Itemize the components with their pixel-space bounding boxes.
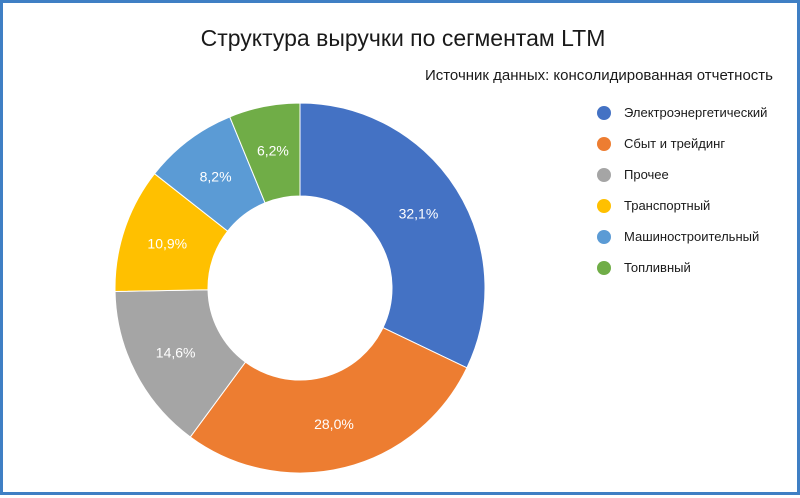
donut-chart: 32,1% 28,0% 14,6% 10,9% 8,2% 6,2% (114, 102, 486, 474)
donut-slice-6 (229, 102, 301, 204)
chart-subtitle: Источник данных: консолидированная отчет… (424, 67, 773, 84)
slice-value-label: 28,0% (314, 416, 354, 432)
legend-swatch (597, 260, 611, 275)
donut-slice-2 (189, 327, 468, 474)
slice-value-label: 32,1% (399, 205, 439, 221)
legend-item: Транспортный (597, 190, 767, 221)
chart-legend: Электроэнергетический Сбыт и трейдинг Проч… (597, 97, 767, 283)
legend-label: Машиностроительный (624, 229, 760, 244)
legend-label: Электроэнергетический (624, 105, 768, 120)
legend-item: Топливный (597, 252, 767, 283)
legend-swatch (597, 136, 611, 151)
donut-slices (114, 102, 486, 474)
chart-title: Структура выручки по сегментам LTM (200, 25, 606, 51)
legend-swatch (597, 167, 611, 182)
slice-value-label: 6,2% (257, 143, 289, 159)
slice-value-label: 10,9% (147, 235, 187, 251)
donut-slice-labels: 32,1% 28,0% 14,6% 10,9% 8,2% 6,2% (147, 143, 438, 432)
legend-item: Прочее (597, 159, 767, 190)
slice-value-label: 8,2% (200, 168, 232, 184)
legend-label: Сбыт и трейдинг (624, 136, 726, 151)
legend-label: Транспортный (624, 198, 711, 213)
legend-swatch (597, 198, 611, 213)
legend-item: Машиностроительный (597, 221, 767, 252)
legend-label: Прочее (624, 167, 669, 182)
legend-item: Электроэнергетический (597, 97, 767, 128)
legend-item: Сбыт и трейдинг (597, 128, 767, 159)
legend-label: Топливный (624, 260, 691, 275)
legend-swatch (597, 105, 611, 120)
legend-swatch (597, 229, 611, 244)
donut-slice-1 (299, 102, 486, 369)
slice-value-label: 14,6% (156, 344, 196, 360)
